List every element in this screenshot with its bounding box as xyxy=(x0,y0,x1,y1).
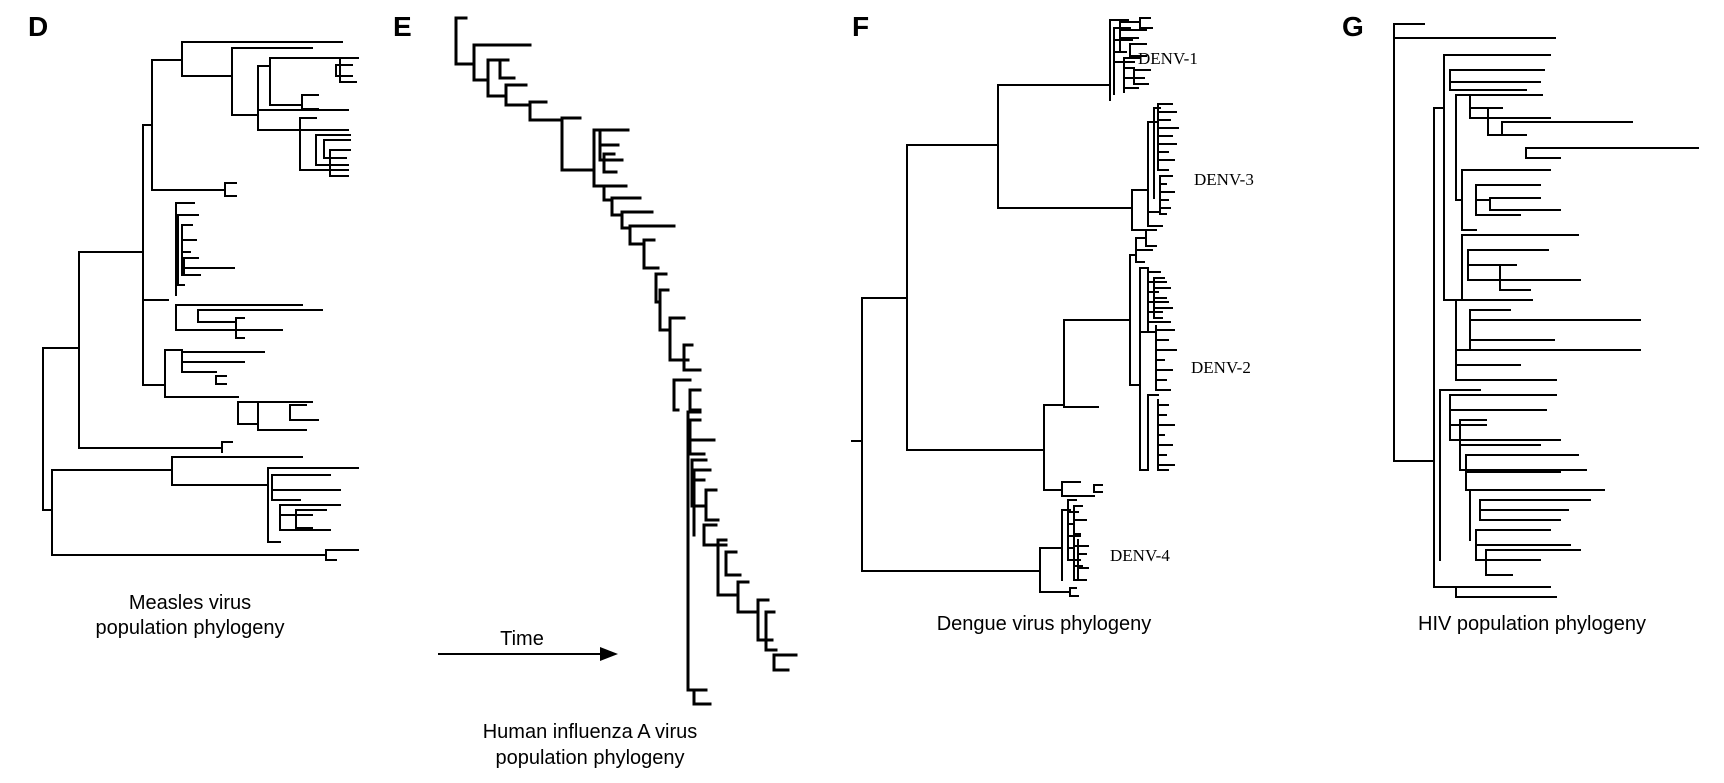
clade-label-denv-1: DENV-1 xyxy=(1138,49,1198,68)
panel-f-letter: F xyxy=(852,11,869,42)
panel-f: F xyxy=(851,11,1254,635)
hiv-tree xyxy=(1393,23,1699,598)
panel-e-letter: E xyxy=(393,11,412,42)
influenza-tree xyxy=(454,16,798,706)
hiv-caption: HIV population phylogeny xyxy=(1418,613,1646,635)
clade-label-denv-2: DENV-2 xyxy=(1191,358,1251,377)
measles-caption-line1: Measles virus xyxy=(129,592,251,614)
influenza-caption-line1: Human influenza A virus xyxy=(483,721,698,743)
clade-label-denv-4: DENV-4 xyxy=(1110,546,1170,565)
dengue-tree xyxy=(851,17,1179,597)
panel-g-letter: G xyxy=(1342,11,1364,42)
clade-label-denv-3: DENV-3 xyxy=(1194,170,1254,189)
panel-d: D xyxy=(28,11,359,639)
influenza-caption-line2: population phylogeny xyxy=(495,747,684,769)
panel-e: E xyxy=(393,11,798,769)
time-arrow xyxy=(438,647,618,661)
measles-tree xyxy=(42,41,359,561)
dengue-caption: Dengue virus phylogeny xyxy=(937,613,1152,635)
panel-d-letter: D xyxy=(28,11,48,42)
time-label: Time xyxy=(500,628,544,650)
measles-caption-line2: population phylogeny xyxy=(95,617,284,639)
panel-g: G xyxy=(1342,11,1699,635)
